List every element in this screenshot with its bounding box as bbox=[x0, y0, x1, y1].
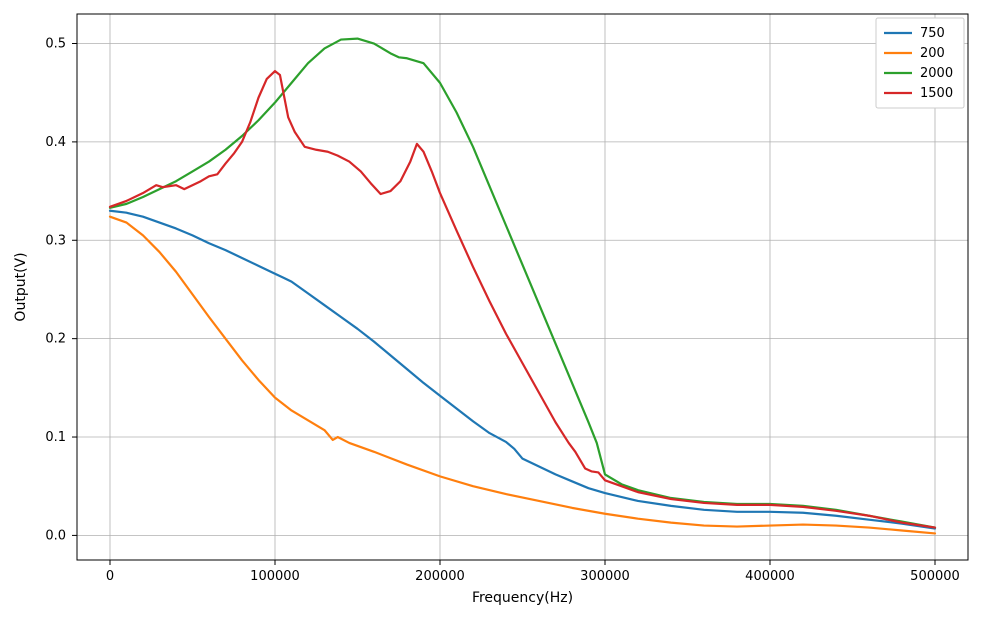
legend-label: 200 bbox=[920, 46, 945, 61]
x-tick-label: 400000 bbox=[745, 569, 795, 584]
chart-container: 0 100000 200000 300000 400000 500000 0.0 0.1 0.2… bbox=[0, 0, 1000, 625]
y-tick-label: 0.1 bbox=[45, 430, 66, 445]
y-tick-label: 0.3 bbox=[45, 233, 66, 248]
x-tick-label: 100000 bbox=[250, 569, 300, 584]
x-axis-label: Frequency(Hz) bbox=[472, 590, 573, 606]
y-tick-label: 0.5 bbox=[45, 37, 66, 52]
x-tick-label: 0 bbox=[106, 569, 114, 584]
x-tick-label: 300000 bbox=[580, 569, 630, 584]
y-tick-label: 0.0 bbox=[45, 528, 66, 543]
x-tick-label: 200000 bbox=[415, 569, 465, 584]
legend: 750 200 2000 1500 bbox=[876, 18, 964, 108]
legend-label: 750 bbox=[920, 26, 945, 41]
y-tick-label: 0.4 bbox=[45, 135, 66, 150]
y-axis-label: Output(V) bbox=[13, 252, 29, 321]
legend-label: 1500 bbox=[920, 86, 953, 101]
x-tick-label: 500000 bbox=[910, 569, 960, 584]
y-tick-label: 0.2 bbox=[45, 332, 66, 347]
line-chart: 0 100000 200000 300000 400000 500000 0.0 0.1 0.2… bbox=[0, 0, 1000, 625]
legend-label: 2000 bbox=[920, 66, 953, 81]
